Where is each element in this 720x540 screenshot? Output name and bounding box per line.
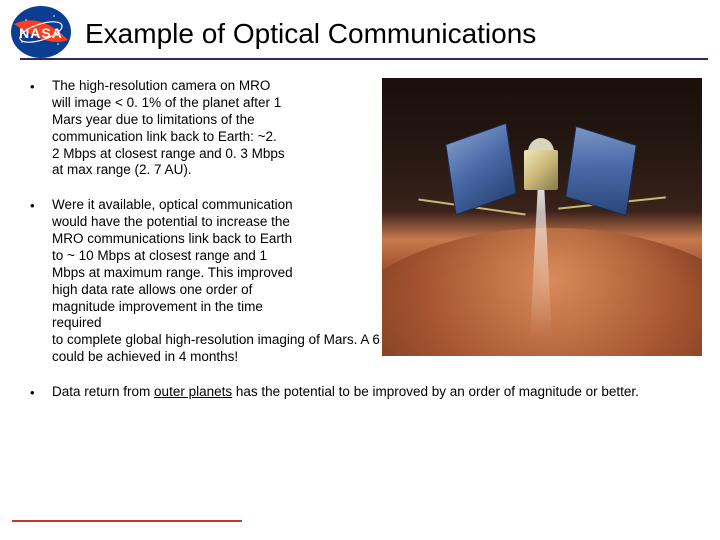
bullet-mark: •	[30, 197, 52, 366]
nasa-logo: NASA	[8, 4, 74, 60]
bullet-1-text: The high-resolution camera on MRO will i…	[52, 78, 287, 179]
bullet-3: • Data return from outer planets has the…	[30, 384, 702, 401]
bullet-mark: •	[30, 384, 52, 401]
footer-rule	[12, 520, 242, 522]
bullet-3-text: Data return from outer planets has the p…	[52, 384, 672, 401]
underlined-term: outer planets	[154, 384, 232, 399]
svg-text:NASA: NASA	[19, 25, 63, 41]
mro-illustration	[382, 78, 702, 356]
header-rule	[20, 58, 708, 60]
slide-title: Example of Optical Communications	[85, 18, 720, 50]
bullet-mark: •	[30, 78, 52, 179]
slide-content: • The high-resolution camera on MRO will…	[30, 78, 702, 510]
